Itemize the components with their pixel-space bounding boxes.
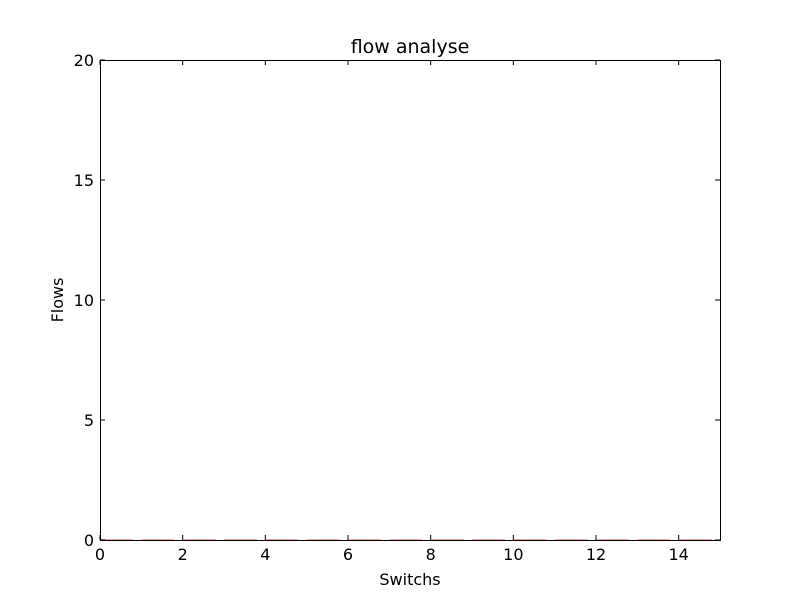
bar-11 [554, 539, 588, 540]
x-axis-ticks: 0 2 4 6 8 10 12 14 [95, 60, 689, 564]
y-tick-label: 10 [74, 291, 94, 310]
bar-7 [389, 539, 423, 540]
bar-14 [678, 539, 712, 540]
x-axis-label: Switchs [379, 570, 440, 589]
y-tick-label: 5 [84, 411, 94, 430]
y-tick-label: 0 [84, 531, 94, 550]
plot-frame [100, 60, 721, 541]
bar-5 [306, 539, 340, 540]
bar-1 [141, 539, 175, 540]
y-axis-ticks: 0 5 10 15 20 [74, 51, 720, 550]
x-tick-label: 14 [668, 545, 688, 564]
bar-3 [224, 539, 258, 540]
x-tick-label: 0 [95, 545, 105, 564]
chart-title: flow analyse [351, 36, 470, 58]
x-tick-label: 8 [426, 545, 436, 564]
y-tick-label: 15 [74, 171, 94, 190]
bar-0 [100, 539, 134, 540]
bar-10 [513, 539, 547, 540]
y-axis-label: Flows [48, 278, 67, 323]
x-tick-label: 2 [178, 545, 188, 564]
bar-9 [472, 539, 506, 540]
bar-group [100, 539, 712, 540]
x-tick-label: 10 [503, 545, 523, 564]
bar-2 [182, 539, 216, 540]
bar-4 [265, 539, 299, 540]
x-tick-label: 4 [260, 545, 270, 564]
bar-12 [596, 539, 630, 540]
bar-6 [348, 539, 382, 540]
x-tick-label: 12 [586, 545, 606, 564]
bar-8 [430, 539, 464, 540]
y-tick-label: 20 [74, 51, 94, 70]
x-tick-label: 6 [343, 545, 353, 564]
bar-13 [637, 539, 671, 540]
